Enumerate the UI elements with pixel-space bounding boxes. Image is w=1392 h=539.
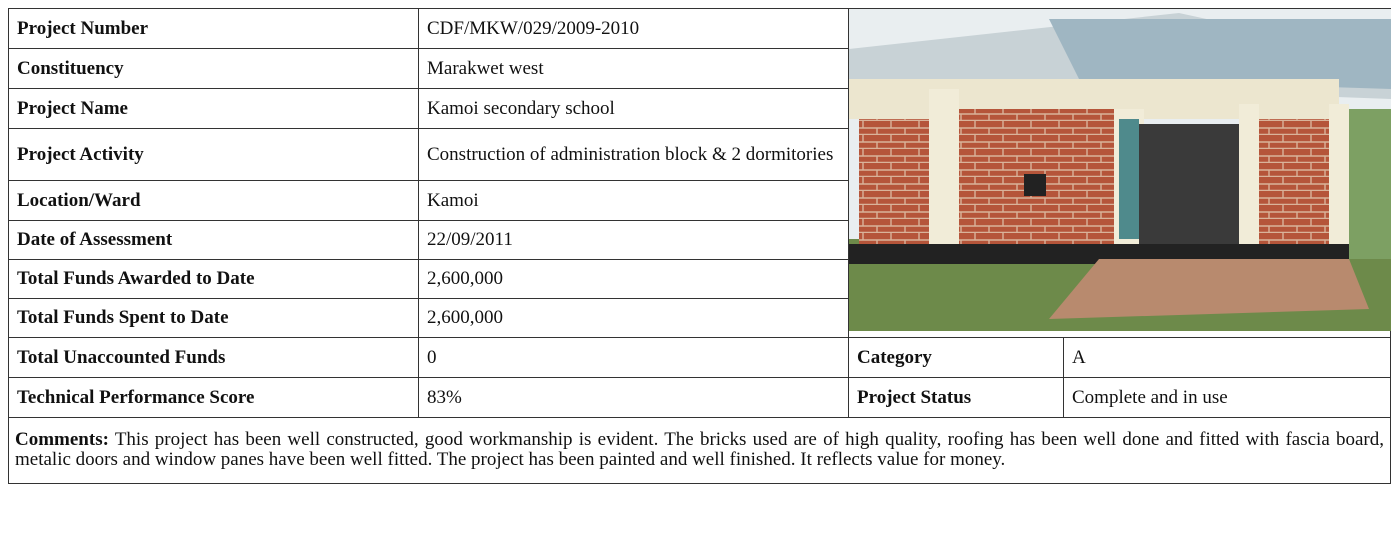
cell-value: Kamoi (419, 181, 849, 221)
cell-value: Kamoi secondary school (419, 89, 849, 129)
cell-value: 83% (419, 378, 849, 418)
project-photo (849, 9, 1391, 331)
cell-label: Total Funds Spent to Date (9, 299, 419, 338)
cell-value: Complete and in use (1064, 378, 1391, 418)
cell-label: Project Status (849, 378, 1064, 418)
page: Project NumberCDF/MKW/029/2009-2010 Cons… (0, 0, 1392, 539)
cell-label: Project Name (9, 89, 419, 129)
cell-label: Total Funds Awarded to Date (9, 260, 419, 299)
cell-label: Category (849, 338, 1064, 378)
cell-value: 0 (419, 338, 849, 378)
cell-value: 2,600,000 (419, 260, 849, 299)
comments-label: Comments: (15, 429, 109, 450)
comments-text: This project has been well constructed, … (15, 429, 1384, 470)
table-row: Comments: This project has been well con… (9, 418, 1391, 484)
photo-cell (849, 9, 1391, 338)
cell-label: Total Unaccounted Funds (9, 338, 419, 378)
cell-value: Marakwet west (419, 49, 849, 89)
cell-value: A (1064, 338, 1391, 378)
cell-label: Location/Ward (9, 181, 419, 221)
cell-label: Project Activity (9, 129, 419, 181)
cell-value: Construction of administration block & 2… (419, 129, 849, 181)
cell-value: 22/09/2011 (419, 221, 849, 260)
cell-label: Constituency (9, 49, 419, 89)
comments-cell: Comments: This project has been well con… (9, 418, 1391, 484)
cell-value: CDF/MKW/029/2009-2010 (419, 9, 849, 49)
cell-label: Date of Assessment (9, 221, 419, 260)
cell-value: 2,600,000 (419, 299, 849, 338)
cell-label: Project Number (9, 9, 419, 49)
cell-label: Technical Performance Score (9, 378, 419, 418)
